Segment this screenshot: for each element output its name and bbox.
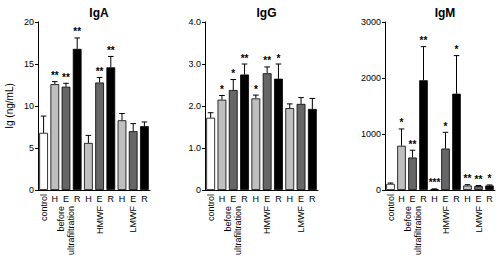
- svg-text:4.0: 4.0: [188, 17, 201, 27]
- svg-text:IgM: IgM: [435, 6, 456, 20]
- svg-text:2000: 2000: [361, 73, 381, 83]
- svg-text:HMWF: HMWF: [95, 206, 105, 234]
- svg-text:control: control: [206, 194, 216, 221]
- svg-text:**: **: [62, 72, 70, 83]
- svg-text:HMWF: HMWF: [441, 206, 451, 234]
- svg-text:ultrafiltration: ultrafiltration: [233, 206, 243, 255]
- svg-text:IgG: IgG: [257, 6, 277, 20]
- svg-text:E: E: [264, 194, 270, 204]
- svg-text:*: *: [455, 44, 459, 55]
- svg-text:20: 20: [24, 17, 34, 27]
- svg-text:E: E: [230, 194, 236, 204]
- svg-text:H: H: [52, 194, 59, 204]
- svg-text:H: H: [253, 194, 260, 204]
- svg-text:E: E: [298, 194, 304, 204]
- svg-text:0: 0: [196, 185, 201, 195]
- svg-text:before: before: [56, 206, 66, 232]
- svg-text:H: H: [119, 194, 126, 204]
- svg-text:2.0: 2.0: [188, 101, 201, 111]
- svg-text:**: **: [263, 55, 271, 66]
- svg-text:*: *: [400, 117, 404, 128]
- svg-text:**: **: [420, 35, 428, 46]
- svg-text:*: *: [231, 68, 235, 79]
- svg-text:H: H: [287, 194, 294, 204]
- svg-text:**: **: [96, 66, 104, 77]
- svg-text:H: H: [85, 194, 92, 204]
- svg-text:ultrafiltration: ultrafiltration: [413, 206, 423, 255]
- svg-text:R: R: [486, 194, 493, 204]
- svg-text:5: 5: [29, 143, 34, 153]
- svg-text:H: H: [219, 194, 226, 204]
- svg-text:LMWF: LMWF: [474, 206, 484, 233]
- svg-text:LMWF: LMWF: [296, 206, 306, 233]
- svg-text:*: *: [488, 173, 492, 184]
- svg-text:E: E: [130, 194, 136, 204]
- svg-text:H: H: [431, 194, 438, 204]
- svg-text:Ig (ng/mL): Ig (ng/mL): [4, 83, 15, 129]
- svg-text:R: R: [453, 194, 460, 204]
- svg-text:0: 0: [29, 185, 34, 195]
- svg-text:10: 10: [24, 101, 34, 111]
- svg-text:**: **: [73, 26, 81, 37]
- svg-text:R: R: [108, 194, 115, 204]
- svg-text:*: *: [444, 121, 448, 132]
- svg-text:E: E: [409, 194, 415, 204]
- svg-text:**: **: [475, 174, 483, 185]
- svg-text:**: **: [107, 45, 115, 56]
- svg-text:R: R: [420, 194, 427, 204]
- svg-text:1.0: 1.0: [188, 143, 201, 153]
- svg-text:control: control: [386, 194, 396, 221]
- svg-text:E: E: [475, 194, 481, 204]
- svg-text:before: before: [223, 206, 233, 232]
- svg-text:ultrafiltration: ultrafiltration: [66, 206, 76, 255]
- svg-text:**: **: [241, 53, 249, 64]
- svg-text:*: *: [220, 84, 224, 95]
- svg-text:***: ***: [429, 177, 441, 188]
- svg-text:**: **: [464, 173, 472, 184]
- svg-text:**: **: [409, 139, 417, 150]
- svg-text:before: before: [403, 206, 413, 232]
- svg-text:*: *: [276, 53, 280, 64]
- svg-text:R: R: [309, 194, 316, 204]
- svg-text:HMWF: HMWF: [262, 206, 272, 234]
- svg-text:E: E: [63, 194, 69, 204]
- svg-text:R: R: [141, 194, 148, 204]
- svg-text:3000: 3000: [361, 17, 381, 27]
- svg-text:15: 15: [24, 59, 34, 69]
- svg-text:LMWF: LMWF: [128, 206, 138, 233]
- svg-text:H: H: [398, 194, 405, 204]
- svg-text:**: **: [51, 70, 59, 81]
- svg-text:0: 0: [376, 185, 381, 195]
- svg-text:R: R: [74, 194, 81, 204]
- svg-text:IgA: IgA: [89, 6, 109, 20]
- svg-text:1000: 1000: [361, 129, 381, 139]
- svg-text:*: *: [254, 84, 258, 95]
- svg-text:R: R: [275, 194, 282, 204]
- svg-text:control: control: [39, 194, 49, 221]
- svg-text:H: H: [464, 194, 471, 204]
- svg-text:R: R: [241, 194, 248, 204]
- svg-text:3.0: 3.0: [188, 59, 201, 69]
- svg-text:E: E: [442, 194, 448, 204]
- svg-text:E: E: [97, 194, 103, 204]
